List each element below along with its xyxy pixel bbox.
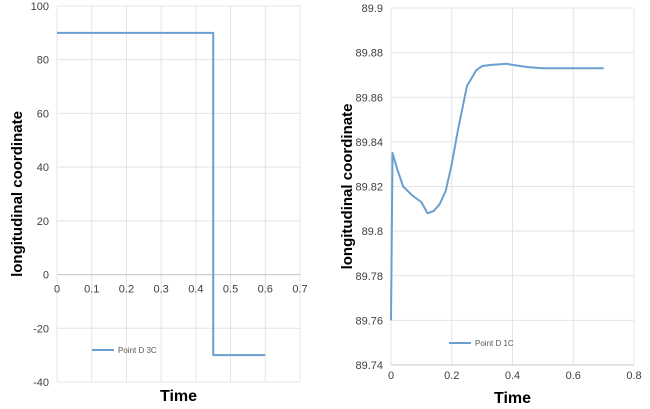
x-tick-label: 0.2 <box>119 284 134 296</box>
y-tick-label: 40 <box>37 162 49 174</box>
x-axis-title: Time <box>494 390 531 407</box>
y-tick-label: 100 <box>31 1 49 13</box>
y-axis-title: longitudinal coordinate <box>9 111 26 277</box>
y-axis-title: longitudinal coordinate <box>339 104 356 270</box>
y-tick-label: 20 <box>37 216 49 228</box>
y-tick-label: 80 <box>37 55 49 67</box>
x-tick-label: 0.7 <box>292 284 307 296</box>
legend-label: Point D 1C <box>475 339 514 348</box>
y-tick-label: 89.84 <box>355 137 383 149</box>
y-tick-label: 89.88 <box>355 48 383 60</box>
chart-left: 0 0.1 0.2 0.3 0.4 0.5 0.6 0.7 -40 -20 0 20 40 60 80 100… <box>9 1 308 405</box>
x-tick-label: 0 <box>54 284 60 296</box>
y-tick-label: -20 <box>33 323 49 335</box>
y-tick-label: 89.86 <box>355 92 383 104</box>
y-tick-label: 60 <box>37 108 49 120</box>
y-tick-label: 89.76 <box>355 315 383 327</box>
y-tick-label: 89.78 <box>355 271 383 283</box>
x-tick-label: 0.6 <box>566 370 581 382</box>
x-tick-label: 0.5 <box>223 284 238 296</box>
chart-right: 0 0.2 0.4 0.6 0.8 89.74 89.76 89.78 89.8 89.82 89.… <box>339 3 642 407</box>
x-tick-label: 0 <box>388 370 394 382</box>
y-tick-label: -40 <box>33 377 49 389</box>
y-tick-label: 89.9 <box>362 3 383 15</box>
x-tick-label: 0.2 <box>444 370 459 382</box>
x-tick-label: 0.4 <box>188 284 203 296</box>
y-tick-label: 89.82 <box>355 182 383 194</box>
x-tick-label: 0.1 <box>84 284 99 296</box>
x-tick-label: 0.4 <box>505 370 520 382</box>
x-tick-label: 0.8 <box>626 370 641 382</box>
legend-label: Point D 3C <box>118 346 157 355</box>
y-tick-label: 89.74 <box>355 360 383 372</box>
x-axis-title: Time <box>160 388 197 405</box>
y-tick-label: 89.8 <box>362 226 383 238</box>
series-line <box>57 31 266 357</box>
series-line <box>390 62 604 321</box>
x-tick-label: 0.6 <box>258 284 273 296</box>
y-tick-label: 0 <box>43 270 49 282</box>
x-tick-label: 0.3 <box>153 284 168 296</box>
